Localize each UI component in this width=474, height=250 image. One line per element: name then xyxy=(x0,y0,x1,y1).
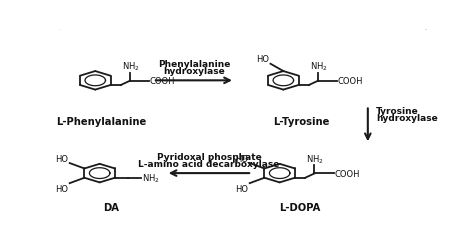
FancyBboxPatch shape xyxy=(54,28,431,224)
Text: L-Tyrosine: L-Tyrosine xyxy=(273,116,330,126)
Text: L-amino acid decarboxylase: L-amino acid decarboxylase xyxy=(138,159,280,168)
Text: L-Phenylalanine: L-Phenylalanine xyxy=(56,116,146,126)
Text: L-DOPA: L-DOPA xyxy=(279,202,320,212)
Text: NH$_2$: NH$_2$ xyxy=(310,61,328,73)
Text: COOH: COOH xyxy=(334,169,360,178)
Text: HO: HO xyxy=(236,154,248,163)
Text: hydroxylase: hydroxylase xyxy=(376,114,438,123)
Text: NH$_2$: NH$_2$ xyxy=(306,153,324,166)
Text: HO: HO xyxy=(255,55,269,64)
Text: COOH: COOH xyxy=(338,77,364,86)
Text: HO: HO xyxy=(55,184,69,193)
Text: HO: HO xyxy=(55,154,69,163)
Text: hydroxylase: hydroxylase xyxy=(163,67,225,76)
Text: HO: HO xyxy=(236,184,248,193)
Text: COOH: COOH xyxy=(150,77,175,86)
Text: Phenylalanine: Phenylalanine xyxy=(158,60,230,68)
Text: DA: DA xyxy=(103,202,118,212)
Text: Tyrosine: Tyrosine xyxy=(376,107,419,116)
Text: Pyridoxal phosphate: Pyridoxal phosphate xyxy=(157,152,262,161)
Text: NH$_2$: NH$_2$ xyxy=(142,172,160,184)
Text: NH$_2$: NH$_2$ xyxy=(122,61,139,73)
